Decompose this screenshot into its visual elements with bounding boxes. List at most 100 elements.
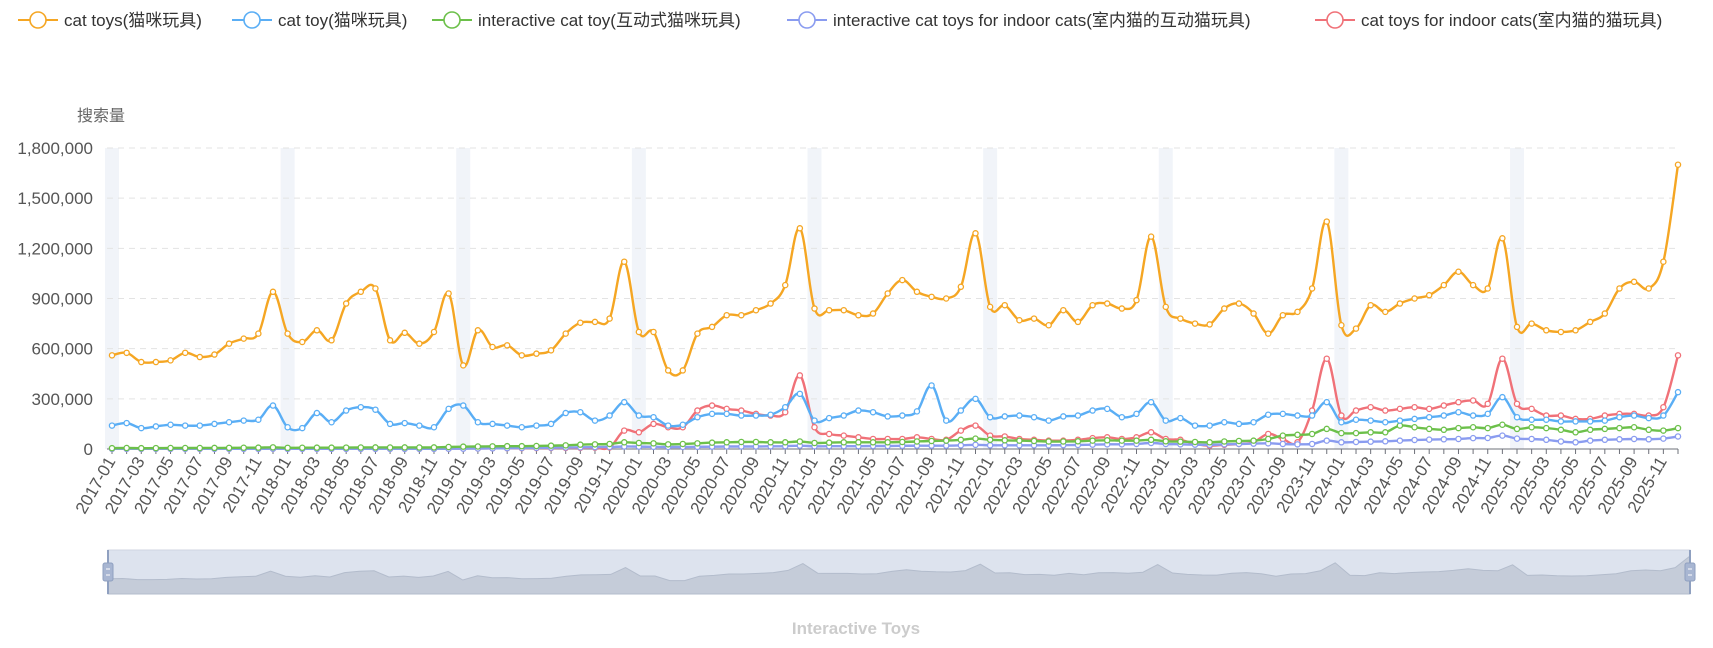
data-point[interactable] <box>928 437 935 445</box>
data-point[interactable] <box>1411 295 1418 302</box>
data-point[interactable] <box>708 410 716 418</box>
data-point[interactable] <box>825 430 833 438</box>
data-point[interactable] <box>1221 438 1228 445</box>
data-point[interactable] <box>1060 306 1067 314</box>
data-point[interactable] <box>240 335 247 342</box>
data-point[interactable] <box>1352 429 1360 437</box>
data-point[interactable] <box>1440 402 1448 409</box>
data-point[interactable] <box>1118 413 1126 421</box>
data-point[interactable] <box>1221 305 1228 312</box>
data-point[interactable] <box>1338 429 1345 437</box>
legend-item-5[interactable]: cat toys for indoor cats(室内猫的猫玩具) <box>1315 11 1662 30</box>
data-point[interactable] <box>1001 301 1009 309</box>
data-point[interactable] <box>1250 418 1257 426</box>
data-point[interactable] <box>1499 235 1506 242</box>
data-point[interactable] <box>357 444 365 451</box>
data-point[interactable] <box>708 323 716 331</box>
data-point[interactable] <box>445 290 452 297</box>
data-point[interactable] <box>1177 414 1184 422</box>
data-point[interactable] <box>1264 330 1272 337</box>
datazoom-handle-right[interactable] <box>1684 550 1696 594</box>
data-point[interactable] <box>1645 285 1652 292</box>
data-point[interactable] <box>1352 438 1360 446</box>
data-point[interactable] <box>1499 432 1506 439</box>
data-point[interactable] <box>1396 417 1404 424</box>
data-point[interactable] <box>1645 426 1652 434</box>
data-point[interactable] <box>1162 438 1170 445</box>
data-point[interactable] <box>1616 436 1623 443</box>
data-point[interactable] <box>1396 437 1404 444</box>
data-point[interactable] <box>138 444 145 452</box>
data-point[interactable] <box>1382 308 1389 316</box>
data-point[interactable] <box>489 343 496 351</box>
data-point[interactable] <box>167 357 174 364</box>
data-point[interactable] <box>796 225 804 232</box>
data-point[interactable] <box>1411 436 1418 444</box>
data-point[interactable] <box>460 443 467 450</box>
data-point[interactable] <box>1235 437 1243 445</box>
data-point[interactable] <box>942 417 950 424</box>
data-point[interactable] <box>855 407 862 414</box>
data-point[interactable] <box>1469 397 1477 404</box>
data-point[interactable] <box>533 350 540 357</box>
data-point[interactable] <box>167 444 174 452</box>
data-point[interactable] <box>1147 398 1155 406</box>
data-point[interactable] <box>1484 424 1491 432</box>
data-point[interactable] <box>1601 436 1609 444</box>
data-point[interactable] <box>972 422 979 429</box>
data-point[interactable] <box>708 402 716 409</box>
data-point[interactable] <box>328 337 335 344</box>
data-point[interactable] <box>152 358 160 366</box>
data-point[interactable] <box>986 436 994 444</box>
data-point[interactable] <box>1294 431 1301 439</box>
data-point[interactable] <box>635 328 643 336</box>
data-point[interactable] <box>1382 429 1389 436</box>
data-point[interactable] <box>620 258 628 265</box>
data-point[interactable] <box>489 420 496 428</box>
data-point[interactable] <box>225 444 233 452</box>
data-point[interactable] <box>1074 412 1082 419</box>
data-point[interactable] <box>972 230 979 237</box>
data-point[interactable] <box>284 330 291 337</box>
data-point[interactable] <box>1089 407 1096 414</box>
data-point[interactable] <box>1630 435 1638 443</box>
data-point[interactable] <box>416 444 423 451</box>
legend-label[interactable]: cat toys(猫咪玩具) <box>64 11 202 30</box>
data-point[interactable] <box>269 402 277 409</box>
data-point[interactable] <box>1060 438 1067 445</box>
data-point[interactable] <box>1513 400 1521 408</box>
data-point[interactable] <box>1103 437 1111 444</box>
data-point[interactable] <box>679 421 687 429</box>
data-point[interactable] <box>299 338 306 346</box>
data-point[interactable] <box>928 382 935 389</box>
data-point[interactable] <box>708 439 716 446</box>
data-point[interactable] <box>1396 405 1404 413</box>
data-point[interactable] <box>430 424 438 431</box>
data-point[interactable] <box>533 422 540 429</box>
handle-grip[interactable] <box>1684 562 1696 582</box>
data-point[interactable] <box>1660 403 1667 411</box>
data-point[interactable] <box>1543 424 1550 432</box>
data-point[interactable] <box>1279 311 1287 319</box>
data-point[interactable] <box>1528 416 1535 423</box>
data-point[interactable] <box>1557 426 1565 434</box>
data-point[interactable] <box>1177 438 1184 445</box>
data-point[interactable] <box>1528 405 1535 413</box>
data-point[interactable] <box>313 409 321 417</box>
data-point[interactable] <box>1206 321 1213 328</box>
data-point[interactable] <box>1264 411 1272 418</box>
data-point[interactable] <box>942 295 950 302</box>
data-point[interactable] <box>342 407 350 414</box>
data-point[interactable] <box>738 438 745 446</box>
data-point[interactable] <box>474 418 482 426</box>
data-point[interactable] <box>1016 316 1023 324</box>
data-point[interactable] <box>869 408 877 416</box>
data-point[interactable] <box>1308 440 1316 448</box>
data-point[interactable] <box>1001 413 1009 420</box>
data-point[interactable] <box>1425 405 1433 413</box>
data-point[interactable] <box>1074 318 1082 326</box>
data-point[interactable] <box>240 444 247 451</box>
data-point[interactable] <box>1543 436 1550 444</box>
data-point[interactable] <box>899 412 906 419</box>
data-point[interactable] <box>211 351 218 358</box>
